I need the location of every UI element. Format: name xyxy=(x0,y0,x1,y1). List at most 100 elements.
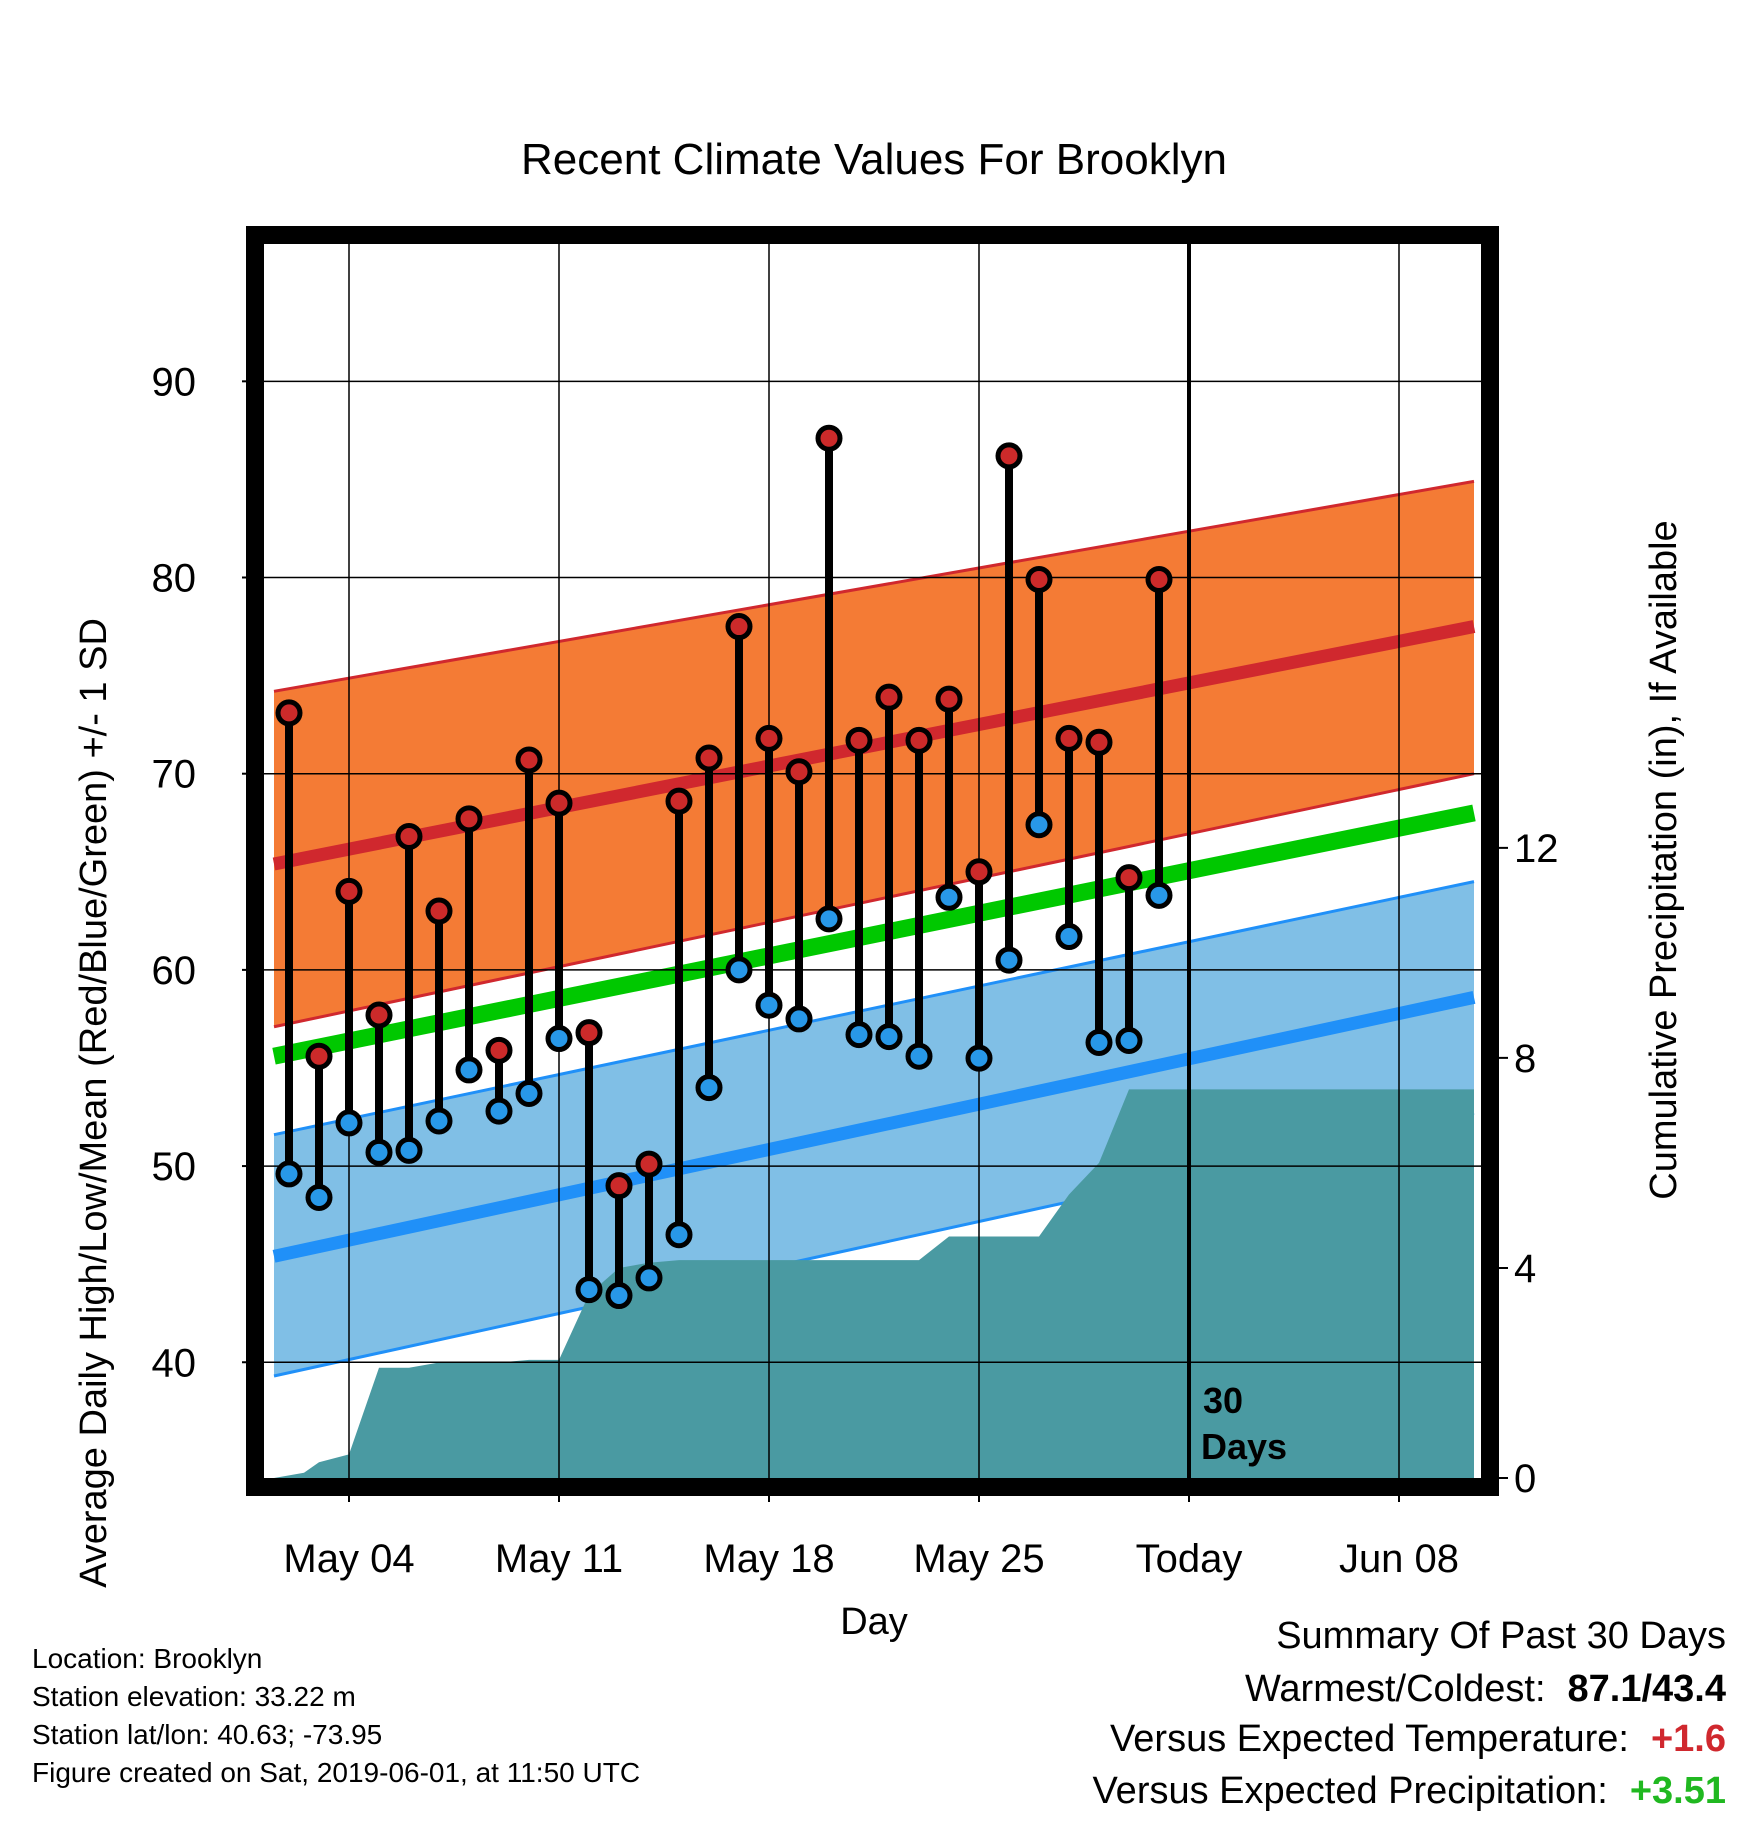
high-point xyxy=(395,822,423,850)
high-point xyxy=(1025,565,1053,593)
y-tick-label-right: 4 xyxy=(1514,1247,1536,1291)
summary-heading: Summary Of Past 30 Days xyxy=(1276,1615,1726,1657)
low-point xyxy=(785,1005,813,1033)
low-point xyxy=(845,1021,873,1049)
high-point xyxy=(1085,728,1113,756)
summary-precipitation: Versus Expected Precipitation: +3.51 xyxy=(1092,1770,1726,1813)
warmest-coldest-value: 87.1/43.4 xyxy=(1567,1668,1726,1710)
high-sd-band xyxy=(274,481,1474,1027)
high-point xyxy=(995,442,1023,470)
low-point xyxy=(335,1109,363,1137)
high-point xyxy=(275,699,303,727)
high-point xyxy=(875,683,903,711)
y-axis-label-right: Cumulative Precipitation (in), If Availa… xyxy=(1643,520,1685,1199)
y-tick-label-right: 12 xyxy=(1514,827,1559,871)
high-point xyxy=(365,1001,393,1029)
y-tick-label-right: 0 xyxy=(1514,1457,1536,1501)
low-point xyxy=(485,1097,513,1125)
x-tick-label: May 18 xyxy=(703,1537,834,1581)
low-point xyxy=(935,883,963,911)
low-point xyxy=(425,1107,453,1135)
precipitation-anomaly: +3.51 xyxy=(1629,1770,1726,1812)
warmest-coldest-label: Warmest/Coldest: xyxy=(1244,1668,1546,1710)
summary-temperature: Versus Expected Temperature: +1.6 xyxy=(1110,1718,1726,1761)
low-point xyxy=(695,1074,723,1102)
precipitation-area xyxy=(274,1089,1474,1478)
x-tick-label: May 11 xyxy=(495,1537,623,1581)
high-point xyxy=(1145,565,1173,593)
plot-frame xyxy=(246,226,1499,1496)
low-point xyxy=(275,1160,303,1188)
low-point xyxy=(965,1044,993,1072)
plot-area: 30 Days 40 50 60 70 80 90 0 4 8 12 May 04 May 11 May 1… xyxy=(152,226,1559,1581)
x-tick-label: Today xyxy=(1136,1537,1243,1581)
high-point xyxy=(1115,864,1143,892)
temperature-anomaly: +1.6 xyxy=(1650,1718,1726,1760)
high-point xyxy=(725,613,753,641)
y-tick-label-left: 90 xyxy=(152,360,197,404)
high-point xyxy=(935,685,963,713)
today-marker-label-2: Days xyxy=(1201,1426,1287,1467)
normal-low-line xyxy=(272,990,1476,1263)
today-marker-label-1: 30 xyxy=(1203,1380,1243,1421)
low-point xyxy=(305,1183,333,1211)
plot-clip-group xyxy=(264,244,1481,1478)
x-tick-label: May 04 xyxy=(283,1537,414,1581)
high-point xyxy=(665,787,693,815)
low-point xyxy=(605,1282,633,1310)
high-point xyxy=(425,897,453,925)
low-point xyxy=(1145,881,1173,909)
high-point xyxy=(845,726,873,754)
x-axis-label: Day xyxy=(840,1601,908,1643)
low-point xyxy=(665,1221,693,1249)
summary-warmest-coldest: Warmest/Coldest: 87.1/43.4 xyxy=(1245,1668,1726,1711)
low-point xyxy=(1115,1027,1143,1055)
low-point xyxy=(755,991,783,1019)
y-axis-label-left: Average Daily High/Low/Mean (Red/Blue/Gr… xyxy=(73,618,115,1588)
low-point xyxy=(725,956,753,984)
low-point xyxy=(1085,1028,1113,1056)
high-point xyxy=(305,1042,333,1070)
low-point xyxy=(365,1138,393,1166)
y-tick-label-right: 8 xyxy=(1514,1037,1536,1081)
low-point xyxy=(635,1264,663,1292)
high-point xyxy=(545,789,573,817)
low-point xyxy=(515,1079,543,1107)
high-point xyxy=(815,424,843,452)
station-latlon: Station lat/lon: 40.63; -73.95 xyxy=(32,1719,383,1750)
high-point xyxy=(605,1172,633,1200)
high-point xyxy=(755,724,783,752)
high-point xyxy=(905,726,933,754)
high-point xyxy=(455,805,483,833)
precipitation-label: Versus Expected Precipitation: xyxy=(1092,1770,1608,1812)
low-point xyxy=(455,1056,483,1084)
y-tick-label-left: 50 xyxy=(152,1145,197,1189)
high-point xyxy=(785,758,813,786)
y-tick-label-left: 70 xyxy=(152,753,197,797)
low-point xyxy=(395,1136,423,1164)
y-tick-label-left: 60 xyxy=(152,949,197,993)
high-sd-upper-line xyxy=(273,479,1475,693)
station-info: Location: Brooklyn Station elevation: 33… xyxy=(32,1640,640,1792)
low-point xyxy=(815,905,843,933)
normal-mean-line xyxy=(272,804,1476,1065)
high-point xyxy=(695,744,723,772)
temperature-label: Versus Expected Temperature: xyxy=(1110,1718,1629,1760)
high-point xyxy=(965,858,993,886)
low-point xyxy=(995,946,1023,974)
high-point xyxy=(335,877,363,905)
station-location: Location: Brooklyn xyxy=(32,1643,263,1674)
high-sd-lower-line xyxy=(273,772,1475,1029)
x-tick-label: Jun 08 xyxy=(1339,1537,1459,1581)
station-elevation: Station elevation: 33.22 m xyxy=(32,1681,356,1712)
x-tick-label: May 25 xyxy=(913,1537,1044,1581)
low-point xyxy=(1055,923,1083,951)
low-sd-upper-line xyxy=(273,880,1475,1137)
low-point xyxy=(875,1023,903,1051)
high-point xyxy=(1055,724,1083,752)
low-point xyxy=(905,1042,933,1070)
low-point xyxy=(1025,811,1053,839)
chart-title: Recent Climate Values For Brooklyn xyxy=(521,135,1227,184)
high-point xyxy=(575,1019,603,1047)
